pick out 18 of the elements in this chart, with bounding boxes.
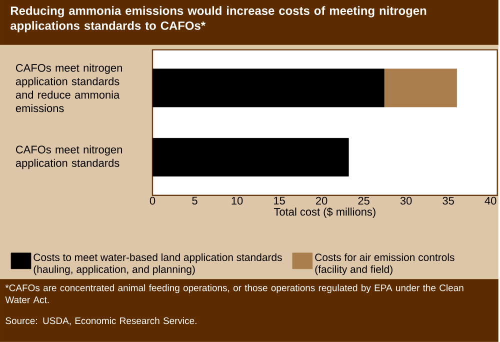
x-tick-label: 15	[274, 196, 285, 205]
x-tick-label: 40	[484, 196, 496, 205]
x-tick-label: 35	[442, 196, 454, 205]
x-tick-label: 20	[316, 196, 328, 205]
text: *CAFOs are concentrated animal feeding operations, or those operations regulated by EPA under the Clean Water Act.	[5, 284, 464, 304]
x-tick-label: 30	[400, 196, 412, 205]
source-note: Source: USDA, Economic Research Service.	[6, 317, 196, 326]
bar	[384, 68, 457, 108]
legend-label: Costs to meet water-based land application standards (hauling, application, and planning)	[34, 253, 282, 276]
x-axis-title: Total cost ($ millions)	[274, 208, 376, 218]
x-tick-label: 25	[358, 196, 370, 205]
y-tick-label: CAFOs meet nitrogen application standards and reduce ammonia emissions	[16, 64, 122, 112]
x-tick-label: 10	[232, 196, 243, 205]
x-tick-label: 5	[192, 196, 198, 205]
x-tick-label: 0	[150, 196, 156, 205]
y-tick-label: CAFOs meet nitrogen application standards	[16, 145, 122, 170]
chart-title: Reducing ammonia emissions would increase costs of meeting nitrogen applications standards to CAFOs*	[10, 6, 426, 32]
legend-label: Costs for air emission controls (facility and field)	[315, 253, 454, 276]
